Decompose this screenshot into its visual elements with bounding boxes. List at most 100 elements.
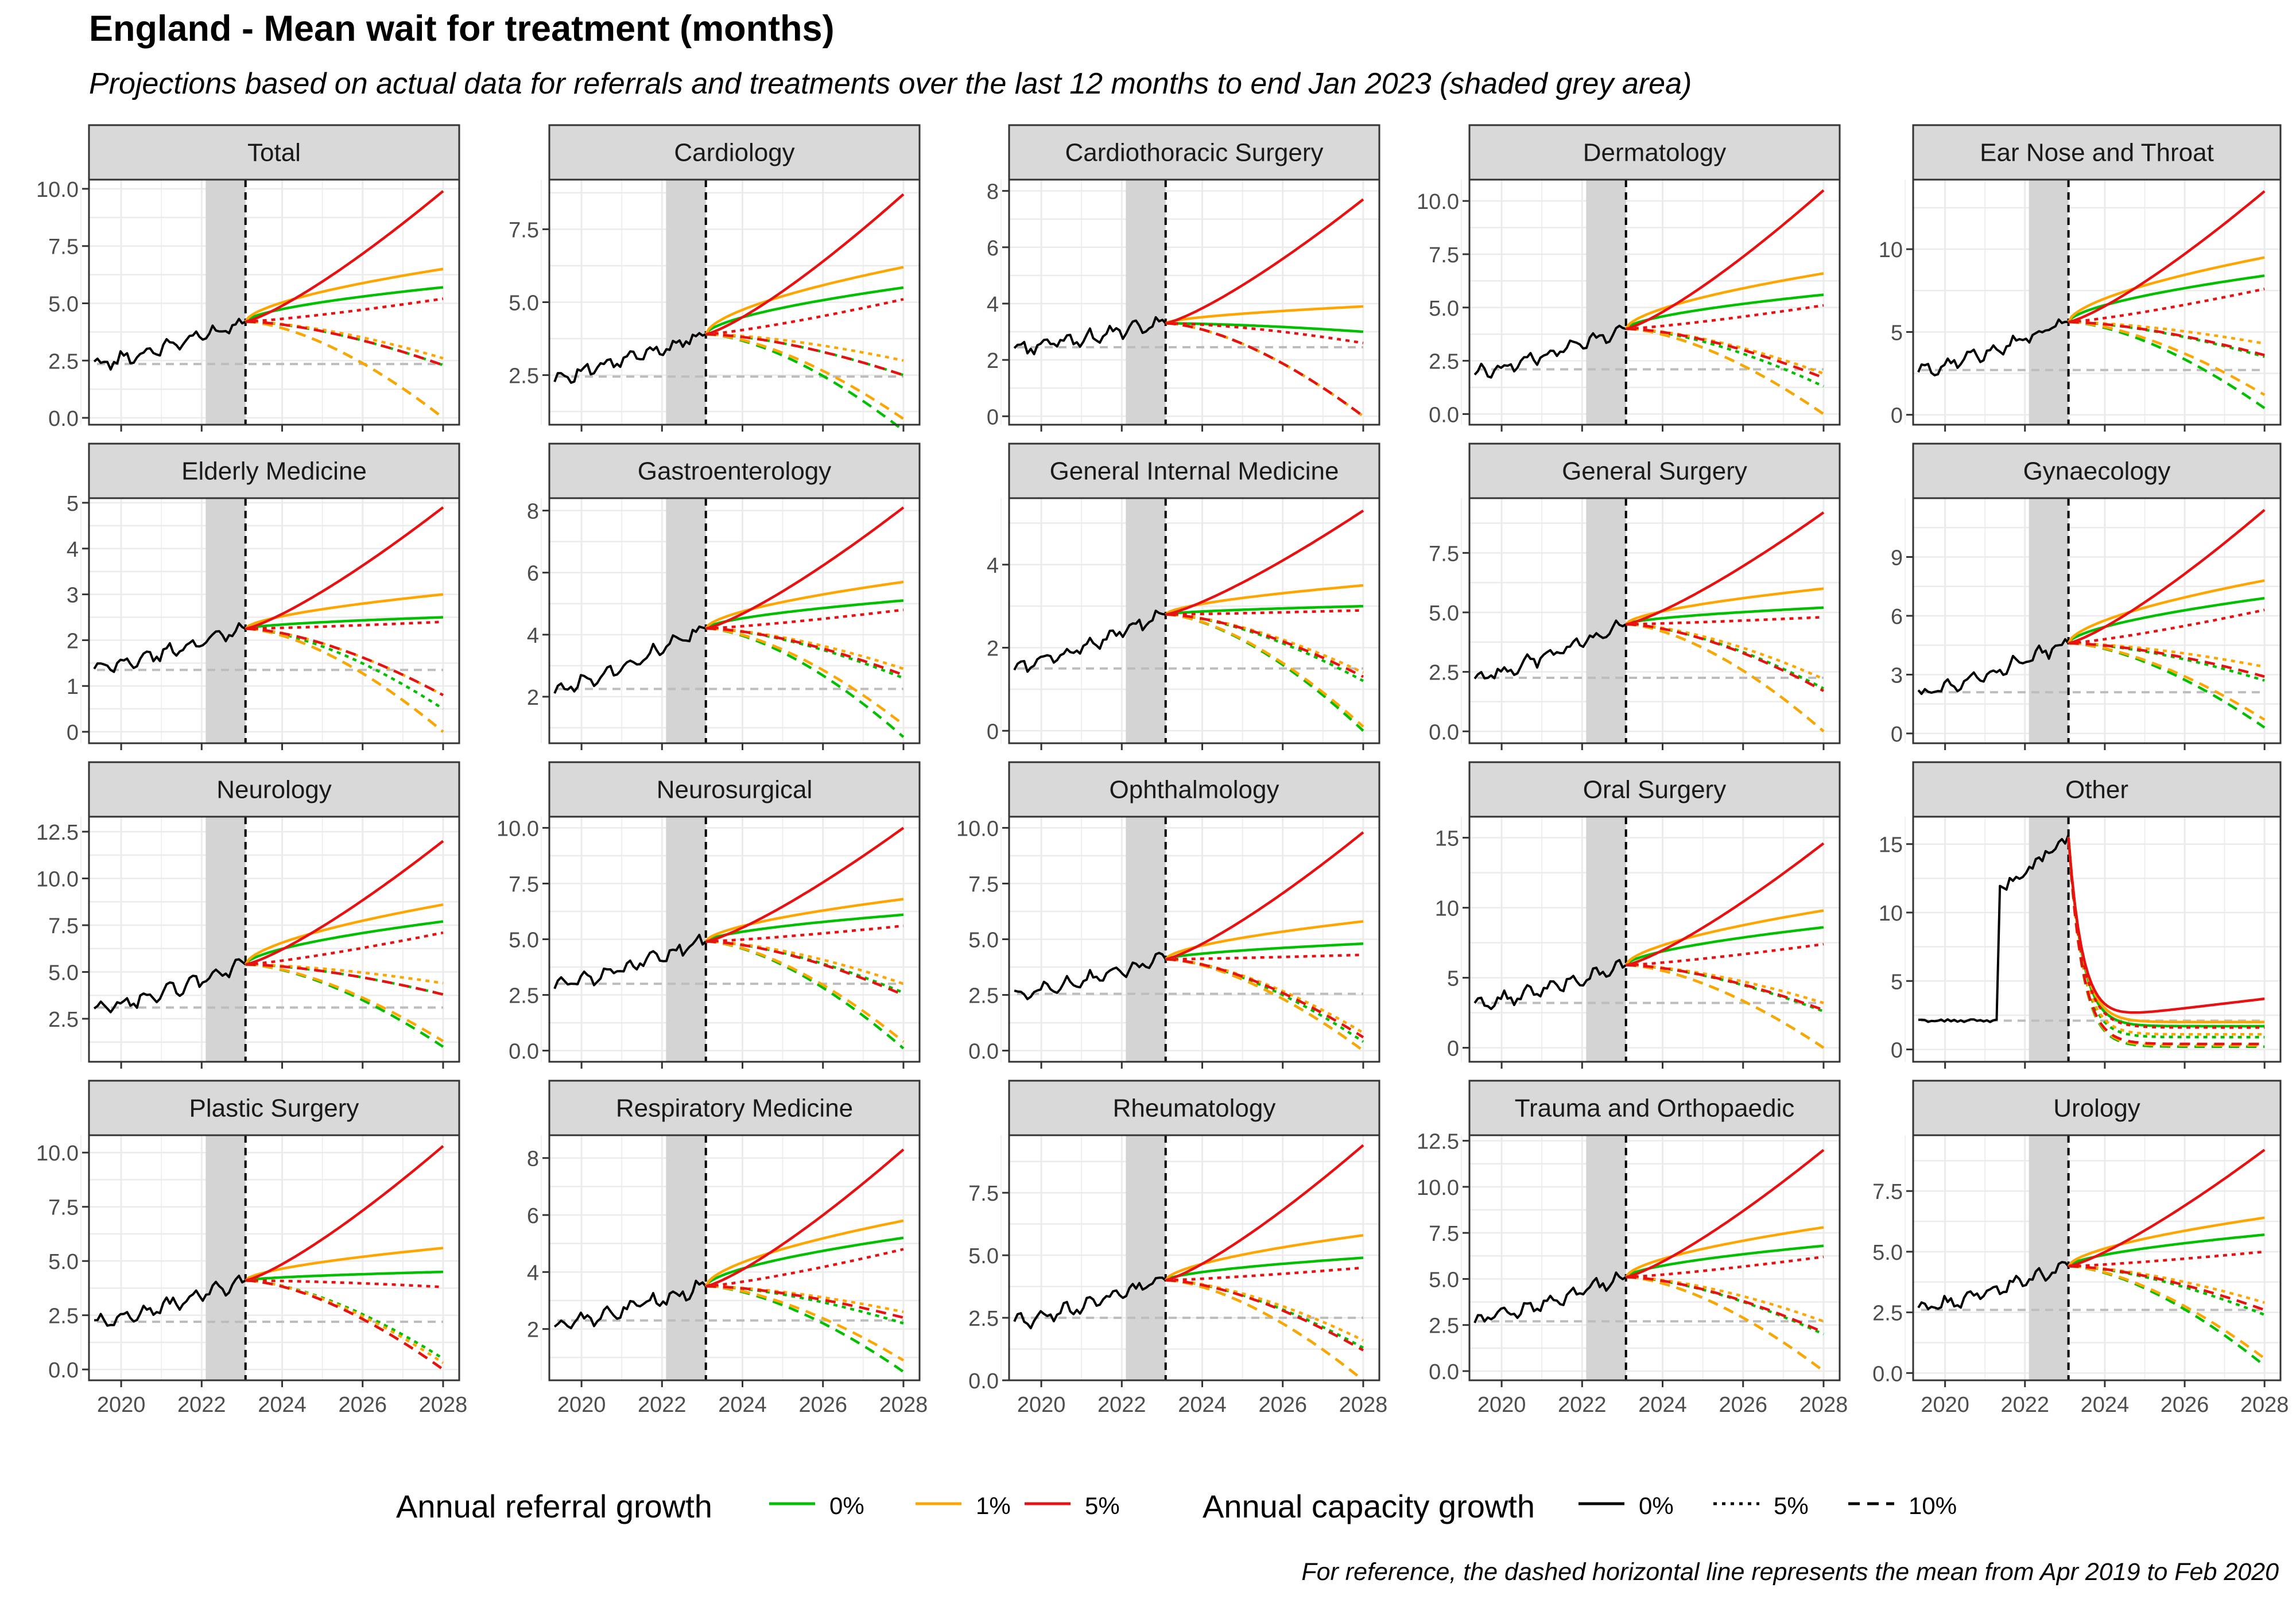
facet-strip-label: Cardiothoracic Surgery: [1065, 139, 1324, 167]
projection-1pct-cap5: [705, 1284, 904, 1314]
gridlines: [1905, 180, 2281, 425]
projection-1pct-cap10: [705, 627, 905, 726]
y-tick-label: 4: [67, 538, 79, 562]
projection-0pct-cap10: [2068, 642, 2266, 729]
facet-strip-label: Plastic Surgery: [189, 1094, 359, 1123]
x-tick-label: 2024: [718, 1393, 767, 1417]
projection-5pct-cap10: [1165, 322, 1364, 418]
actual-series: [93, 317, 246, 371]
y-tick-label: 2.5: [1429, 661, 1459, 685]
projection-0pct-cap10: [245, 963, 444, 1048]
y-tick-label: 15: [1879, 833, 1903, 857]
projection-1pct-cap10: [245, 320, 444, 419]
y-tick-label: 6: [987, 236, 999, 261]
projection-1pct-cap10: [1626, 623, 1825, 733]
y-tick-label: 7.5: [509, 872, 539, 896]
y-tick-label: 7.5: [48, 235, 79, 259]
projection-1pct-cap0: [1165, 305, 1364, 325]
y-tick-label: 7.5: [968, 872, 999, 896]
projection-1pct-cap10: [705, 333, 905, 420]
projection-5pct-cap10: [2068, 320, 2265, 356]
projection-5pct-cap0: [245, 506, 444, 630]
projection-0pct-cap0: [1625, 926, 1824, 966]
y-tick-label: 12.5: [36, 821, 79, 845]
panel-border: [88, 497, 460, 744]
projection-1pct-cap10: [1165, 613, 1364, 728]
panel-border: [1468, 816, 1841, 1063]
projection-1pct-cap5: [1165, 322, 1364, 418]
y-tick-label: 5.0: [48, 292, 79, 316]
facet-panel: Plastic Surgery 0.0 2.5 5.0 7.5 10.0 2020 2022 2…: [36, 1080, 467, 1417]
actual-series: [1473, 324, 1627, 379]
facet-strip-label: Respiratory Medicine: [616, 1094, 853, 1123]
y-tick-label: 0: [1891, 1039, 1903, 1063]
y-tick-label: 2.5: [48, 350, 79, 374]
facet-strip-label: Ophthalmology: [1110, 776, 1279, 804]
projection-0pct-cap10: [2068, 320, 2266, 409]
projection-5pct-cap5: [2068, 608, 2265, 645]
y-tick-label: 2.5: [1429, 1314, 1459, 1338]
facet-panel: Total 0.0 2.5 5.0 7.5 10.0: [36, 124, 460, 432]
x-tick-label: 2026: [2161, 1393, 2209, 1417]
facet-strip: [1912, 124, 2282, 181]
y-tick-label: 7.5: [1429, 1222, 1459, 1246]
projection-5pct-cap10: [245, 627, 444, 697]
y-tick-label: 4: [987, 554, 999, 578]
projection-0pct-cap5: [1165, 613, 1364, 682]
gridlines: [1461, 1135, 1840, 1380]
projection-1pct-cap5: [2067, 837, 2265, 1036]
y-tick-label: 5.0: [1429, 601, 1459, 626]
actual-series: [553, 1279, 707, 1330]
y-tick-label: 0.0: [48, 407, 79, 431]
facet-strip-label: Oral Surgery: [1583, 776, 1726, 804]
panel-border: [1912, 816, 2282, 1063]
projection-5pct-cap0: [2068, 190, 2266, 324]
projection-5pct-cap0: [705, 826, 905, 943]
y-tick-label: 5.0: [968, 929, 999, 953]
projection-5pct-cap5: [1626, 616, 1824, 626]
y-tick-label: 10: [1435, 897, 1459, 921]
projection-1pct-cap0: [245, 593, 444, 630]
y-tick-label: 5.0: [48, 961, 79, 985]
projection-5pct-cap5: [2068, 1250, 2265, 1268]
projection-0pct-cap0: [2068, 1233, 2265, 1268]
capacity-legend-title: Annual capacity growth: [1203, 1488, 1535, 1524]
shaded-period: [666, 817, 706, 1062]
x-tick-label: 2020: [557, 1393, 606, 1417]
y-tick-label: 2.5: [1429, 350, 1459, 374]
facet-panel: Neurosurgical 0.0 2.5 5.0 7.5 10.0: [497, 761, 921, 1069]
projection-5pct-cap5: [245, 1279, 444, 1288]
y-tick-label: 2: [527, 686, 539, 710]
facet-plot-grid: Total0.02.55.07.510.0Cardiology2.55.07.5…: [36, 124, 2289, 1417]
projection-5pct-cap5: [245, 931, 444, 966]
projection-0pct-cap10: [1165, 613, 1364, 732]
y-tick-label: 5: [1447, 967, 1459, 991]
projection-5pct-cap0: [2068, 1148, 2266, 1268]
facet-strip-label: Urology: [2053, 1094, 2140, 1123]
y-tick-label: 7.5: [48, 1196, 79, 1220]
y-tick-label: 15: [1435, 827, 1459, 851]
y-tick-label: 5: [67, 492, 79, 516]
y-tick-label: 6: [1891, 605, 1903, 629]
facet-strip: [1468, 761, 1841, 818]
projection-5pct-cap5: [1626, 942, 1824, 966]
y-tick-label: 0: [67, 721, 79, 745]
projection-0pct-cap5: [245, 1279, 444, 1360]
projection-1pct-cap0: [2067, 579, 2265, 644]
gridlines: [1461, 498, 1840, 743]
projection-1pct-cap0: [2067, 837, 2265, 1024]
x-tick-label: 2026: [798, 1393, 847, 1417]
projection-5pct-cap10: [705, 940, 904, 996]
facet-strip: [1912, 442, 2282, 499]
panel-border: [1912, 1134, 2282, 1381]
panel-border: [548, 497, 921, 744]
projection-5pct-cap5: [1165, 1266, 1364, 1282]
x-tick-label: 2020: [1921, 1393, 1969, 1417]
y-tick-label: 7.5: [968, 1182, 999, 1206]
projection-1pct-cap10: [705, 1284, 905, 1362]
y-tick-label: 5.0: [968, 1244, 999, 1268]
x-tick-label: 2028: [879, 1393, 928, 1417]
projection-1pct-cap10: [2068, 320, 2266, 397]
chart-subtitle: Projections based on actual data for ref…: [89, 67, 1692, 100]
x-tick-label: 2026: [338, 1393, 387, 1417]
